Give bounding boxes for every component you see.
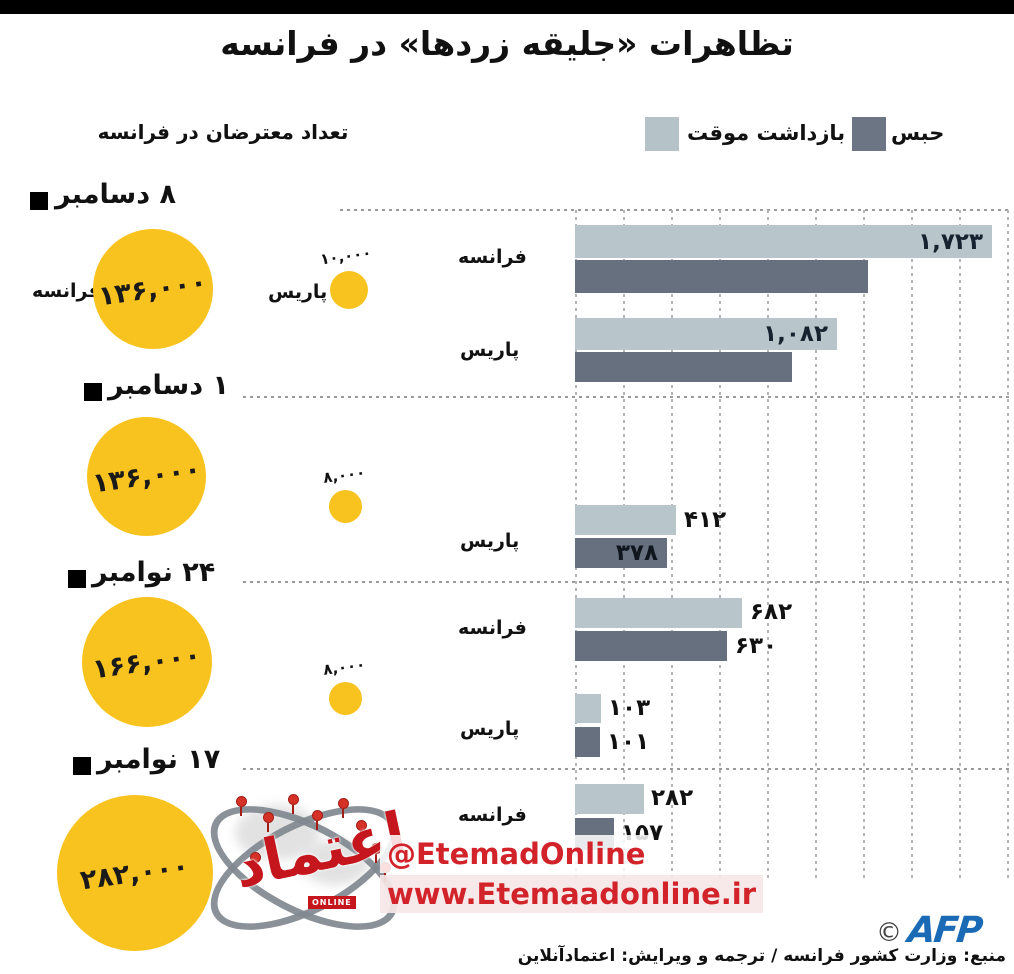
separator-line (243, 581, 1012, 583)
separator-line (243, 396, 1012, 398)
afp-logo: AFP (905, 910, 983, 951)
date-header-dec8: ۸ دسامبر (55, 179, 176, 210)
protesters-circle-france: ۱۳۶,۰۰۰ (87, 417, 206, 536)
gridline (671, 210, 673, 878)
page-title: تظاهرات «جلیقه زردها» در فرانسه (220, 24, 794, 63)
bar-temporary-detention (575, 694, 601, 723)
bar-value: ۱۰۳ (608, 695, 651, 721)
gridline (959, 210, 961, 878)
bar-temporary-detention (575, 784, 644, 814)
bar-row-label: پاریس (460, 339, 520, 361)
gridline (1007, 210, 1009, 878)
gridline (815, 210, 817, 878)
etemad-online-badge: ONLINE (308, 896, 356, 909)
bar-row-label: فرانسه (458, 617, 527, 639)
protesters-value-france: ۱۳۶,۰۰۰ (90, 453, 203, 500)
copyright-symbol: © (876, 918, 902, 948)
world-map-blob (300, 840, 370, 885)
bar-value: ۶۳۰ (735, 633, 778, 659)
legend-label-custody: حبس (891, 121, 945, 145)
gridline (719, 210, 721, 878)
gridline (911, 210, 913, 878)
map-pin-icon (263, 812, 274, 832)
bar-value: ۴۱۲ (684, 507, 727, 533)
bar-value: ۲۸۲ (651, 785, 694, 811)
protesters-circle-france: ۲۸۲,۰۰۰ (57, 795, 213, 951)
circle-label-france: فرانسه (32, 280, 101, 302)
circle-label-paris: پاریس (268, 281, 328, 303)
protesters-circle-paris (329, 682, 362, 715)
source-credit-line: منبع: وزارت کشور فرانسه / ترجمه و ویرایش… (517, 946, 1006, 966)
gridline (767, 210, 769, 878)
bar-row-label: فرانسه (458, 246, 527, 268)
date-header-dec1: ۱ دسامبر (108, 370, 229, 401)
bar-custody (575, 260, 868, 293)
protesters-value-paris: ۱۰,۰۰۰ (318, 243, 373, 269)
protesters-circle-france: ۱۳۶,۰۰۰ (93, 229, 213, 349)
bar-temporary-detention (575, 505, 676, 535)
gridline (863, 210, 865, 878)
bar-temporary-detention: ۱,۰۸۲ (575, 318, 837, 350)
protesters-column-header: تعداد معترضان در فرانسه (97, 120, 349, 144)
legend-swatch-custody (852, 117, 886, 151)
bar-temporary-detention (575, 598, 742, 628)
bar-custody: ۳۷۸ (575, 538, 667, 568)
protesters-circle-paris (330, 271, 368, 309)
separator-line (340, 209, 1012, 211)
bar-row-label: پاریس (460, 718, 520, 740)
date-header-nov17: ۱۷ نوامبر (97, 744, 221, 775)
date-header-nov24: ۲۴ نوامبر (92, 557, 216, 588)
date-marker-square (30, 192, 48, 210)
date-marker-square (84, 383, 102, 401)
protesters-value-paris: ۸,۰۰۰ (321, 655, 367, 679)
date-marker-square (73, 757, 91, 775)
map-pin-icon (312, 810, 323, 830)
legend-swatch-temporary-detention (645, 117, 679, 151)
map-pin-icon (288, 794, 299, 814)
etemad-website-url: www.Etemaadonline.ir (380, 875, 764, 913)
map-pin-icon (236, 796, 247, 816)
protesters-circle-france: ۱۶۶,۰۰۰ (82, 597, 212, 727)
protesters-value-france: ۲۸۲,۰۰۰ (78, 850, 192, 896)
bar-temporary-detention: ۱,۷۲۳ (575, 225, 992, 258)
map-pin-icon (250, 852, 261, 872)
protesters-circle-paris (329, 490, 362, 523)
protesters-value-france: ۱۳۶,۰۰۰ (96, 266, 210, 312)
bar-value: ۱,۷۲۳ (918, 228, 983, 255)
date-marker-square (68, 570, 86, 588)
bar-value: ۱۰۱ (607, 729, 650, 755)
bar-custody (575, 727, 600, 757)
bar-value: ۳۷۸ (615, 540, 658, 566)
protesters-value-paris: ۸,۰۰۰ (321, 463, 367, 487)
bar-custody (575, 631, 727, 661)
bar-row-label: پاریس (460, 530, 520, 552)
etemad-telegram-handle: @EtemadOnline (380, 835, 653, 873)
map-pin-icon (338, 798, 349, 818)
bar-row-label: فرانسه (458, 804, 527, 826)
map-pin-icon (356, 820, 367, 840)
bar-custody (575, 352, 792, 382)
bar-value: ۶۸۲ (750, 599, 793, 625)
legend-label-temporary-detention: بازداشت موقت (687, 121, 846, 145)
bar-value: ۱,۰۸۲ (763, 321, 828, 347)
top-black-strip (0, 0, 1014, 14)
separator-line (243, 768, 1012, 770)
protesters-value-france: ۱۶۶,۰۰۰ (90, 639, 204, 685)
